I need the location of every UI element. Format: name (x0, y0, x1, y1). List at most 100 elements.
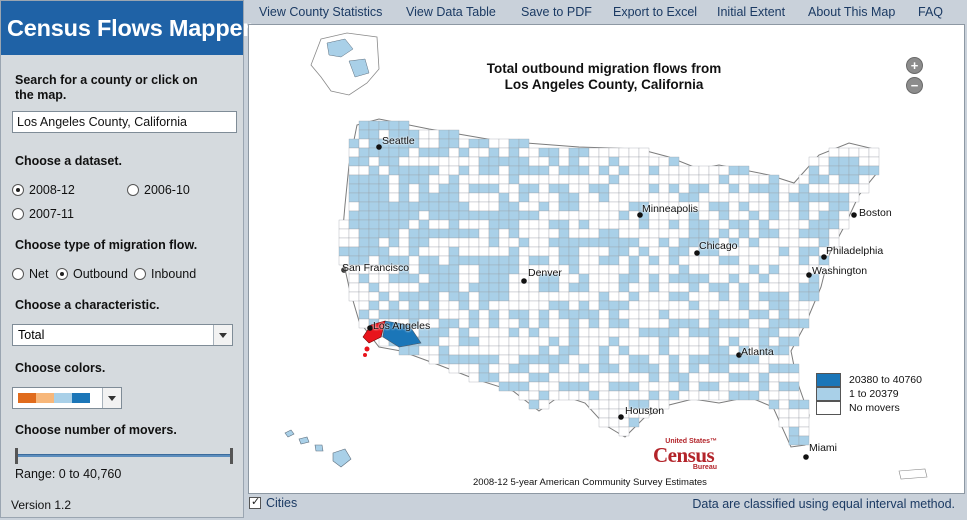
county-shape (418, 219, 430, 230)
county-shape (508, 273, 520, 284)
flow-radio-inbound[interactable]: Inbound (134, 267, 196, 281)
county-shape (688, 183, 700, 194)
county-shape (528, 219, 540, 230)
county-shape (378, 309, 390, 320)
county-shape (798, 237, 810, 248)
county-shape (858, 174, 870, 185)
county-shape (558, 219, 570, 230)
county-shape (518, 318, 530, 329)
county-shape (678, 390, 690, 401)
county-shape (498, 237, 510, 248)
county-shape (808, 291, 820, 302)
county-search-input[interactable]: Los Angeles County, California (12, 111, 237, 133)
county-shape (728, 219, 740, 230)
dataset-radio-2007-11[interactable]: 2007-11 (12, 207, 74, 221)
menu-view-county-statistics[interactable]: View County Statistics (259, 5, 383, 19)
county-shape (458, 255, 470, 266)
slider-max-handle[interactable] (230, 448, 233, 464)
county-shape (578, 372, 590, 383)
cities-checkbox[interactable]: Cities (249, 495, 297, 510)
menu-initial-extent[interactable]: Initial Extent (717, 5, 786, 19)
county-shape (638, 345, 650, 356)
county-shape (778, 300, 790, 311)
county-shape (778, 327, 790, 338)
flow-radio-outbound[interactable]: Outbound (56, 267, 128, 281)
county-shape (758, 381, 770, 392)
county-map[interactable] (249, 25, 965, 494)
county-shape (478, 345, 490, 356)
county-shape (828, 147, 840, 158)
menu-about-this-map[interactable]: About This Map (808, 5, 896, 19)
menu-save-to-pdf[interactable]: Save to PDF (521, 5, 592, 19)
county-shape (478, 273, 490, 284)
dataset-radio-2006-10[interactable]: 2006-10 (127, 183, 190, 197)
slider-min-handle[interactable] (15, 448, 18, 464)
county-shape (598, 201, 610, 212)
county-shape (688, 192, 700, 203)
dataset-radio-2008-12[interactable]: 2008-12 (12, 183, 75, 197)
county-shape (588, 147, 600, 158)
zoom-in-button[interactable]: + (906, 57, 923, 74)
county-shape (728, 210, 740, 221)
characteristic-select[interactable]: Total (12, 324, 233, 346)
county-shape (778, 192, 790, 203)
menu-faq[interactable]: FAQ (918, 5, 944, 19)
county-shape (838, 210, 850, 221)
county-shape (438, 156, 450, 167)
county-shape (558, 390, 570, 401)
county-shape (608, 318, 620, 329)
county-shape (408, 246, 420, 257)
county-shape (368, 183, 380, 194)
county-shape (678, 291, 690, 302)
county-shape (798, 318, 810, 329)
county-shape (478, 183, 490, 194)
county-shape (748, 390, 760, 401)
county-shape (588, 354, 600, 365)
county-shape (568, 237, 580, 248)
county-shape (758, 327, 770, 338)
county-shape (468, 147, 480, 158)
county-shape (448, 363, 460, 374)
county-shape (438, 309, 450, 320)
county-shape (398, 120, 410, 131)
county-shape (488, 174, 500, 185)
county-shape (798, 417, 810, 428)
county-shape (478, 264, 490, 275)
county-shape (458, 327, 470, 338)
zoom-out-button[interactable]: − (906, 77, 923, 94)
county-shape (718, 201, 730, 212)
color-swatch (36, 393, 54, 403)
county-shape (468, 372, 480, 383)
county-shape (388, 300, 400, 311)
movers-range-slider[interactable] (15, 448, 233, 464)
color-scheme-select[interactable] (12, 387, 122, 409)
county-shape (768, 219, 780, 230)
menu-export-to-excel[interactable]: Export to Excel (613, 5, 698, 19)
county-shape (558, 327, 570, 338)
county-shape (458, 282, 470, 293)
county-shape (528, 246, 540, 257)
county-shape (738, 210, 750, 221)
county-shape (738, 318, 750, 329)
county-shape (358, 282, 370, 293)
county-shape (418, 264, 430, 275)
county-shape (348, 219, 360, 230)
county-shape (458, 318, 470, 329)
county-shape (448, 264, 460, 275)
county-shape (448, 129, 460, 140)
radio-selected-icon (12, 184, 24, 196)
map-view[interactable]: Total outbound migration flows from Los … (248, 24, 965, 494)
county-shape (768, 282, 780, 293)
county-shape (618, 282, 630, 293)
county-shape (758, 201, 770, 212)
menu-view-data-table[interactable]: View Data Table (406, 5, 496, 19)
flow-radio-net[interactable]: Net (12, 267, 48, 281)
county-shape (768, 255, 780, 266)
county-shape (638, 156, 650, 167)
county-shape (808, 237, 820, 248)
county-shape (648, 165, 660, 176)
range-text: Range: 0 to 40,760 (15, 467, 122, 481)
county-shape (638, 300, 650, 311)
county-shape (498, 246, 510, 257)
county-shape (368, 201, 380, 212)
